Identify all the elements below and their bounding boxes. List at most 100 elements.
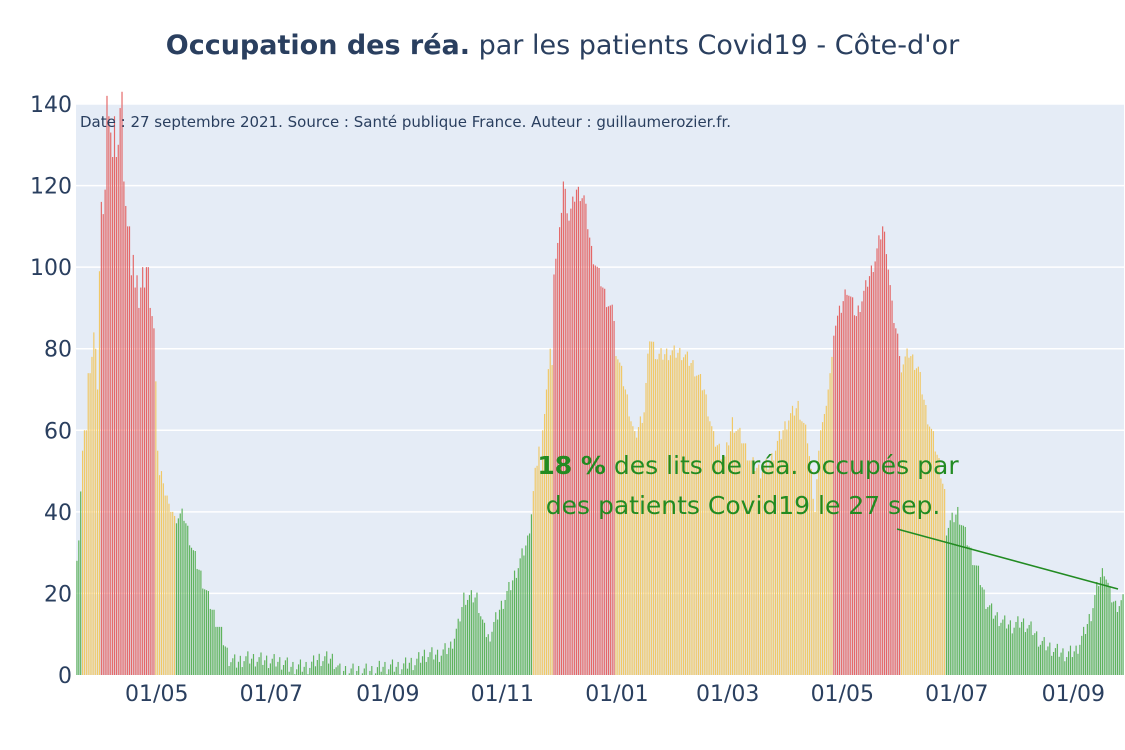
bar [528,533,531,675]
bar [305,661,307,675]
bar [703,389,705,675]
bar [998,626,1000,675]
bar [545,389,548,675]
bar [637,427,640,675]
bar [418,652,420,675]
bar [228,666,230,675]
bar [296,669,298,675]
bar [363,668,365,675]
bar [870,265,872,675]
bar [1109,586,1111,675]
bar [87,373,89,675]
bar [622,386,625,675]
chart-title: Occupation des réa. par les patients Cov… [0,30,1125,61]
bar [344,666,347,675]
bar [1068,651,1070,675]
bar [677,352,679,675]
bar [497,619,499,675]
bar [536,465,538,675]
bar [356,670,358,675]
bar [444,643,446,675]
bar [1060,652,1062,675]
bar [508,582,510,675]
bar [83,430,86,675]
bar [230,662,232,675]
bar [844,289,846,675]
bar [929,426,931,675]
bar [1041,640,1043,675]
bar [1086,624,1088,675]
bar [872,272,874,675]
bar [857,305,859,675]
bar [555,258,557,675]
bar [172,511,174,675]
bar [621,365,623,675]
source-note: Date : 27 septembre 2021. Source : Santé… [80,113,731,131]
bar [1015,621,1017,675]
bar [754,471,756,675]
bar [788,420,790,675]
bar [955,514,957,675]
bar [436,649,439,675]
bar [675,357,677,675]
annotation-line-2: des patients Covid19 le 27 sep. [546,491,941,520]
bar [559,227,561,675]
bar [848,295,850,675]
bar [1081,635,1083,675]
bar [733,432,735,675]
bar [335,667,337,675]
bar [720,459,722,675]
bar [286,657,288,675]
bar [944,489,946,675]
bar [1103,576,1105,675]
bar [897,333,899,675]
bar [615,356,617,675]
bar [647,353,649,675]
x-tick-label: 01/07 [240,682,303,707]
bar [786,429,788,675]
bar [119,108,121,676]
bar [667,360,670,675]
bar [523,555,525,675]
bar [893,323,895,675]
bar [769,462,771,675]
bar [934,451,936,675]
bar [324,656,326,675]
bar [602,287,604,675]
bar [594,265,596,675]
bar [699,374,702,675]
bar [664,354,666,675]
bar [598,267,600,675]
bar [776,440,779,675]
bar [690,362,692,675]
bar [530,514,533,675]
bar [797,400,799,675]
bar [455,628,457,675]
bar [912,354,914,675]
bar [251,658,253,675]
bar [632,426,634,675]
bar [177,518,179,675]
bar [97,389,99,675]
bar [164,495,166,675]
bar [245,656,247,675]
bar [1075,645,1077,675]
bar [474,597,476,675]
bar [478,613,480,675]
bar [932,431,934,675]
bar [130,275,132,675]
bar [134,287,136,675]
bar [102,214,104,675]
bar [1007,624,1010,675]
bar [397,661,399,675]
bar [192,550,194,675]
bar [423,649,425,675]
bar [288,671,290,675]
bar [132,254,134,675]
bar [185,523,187,675]
bar [746,460,749,675]
bar [1073,651,1075,675]
bar [235,667,238,675]
bar [292,661,294,675]
